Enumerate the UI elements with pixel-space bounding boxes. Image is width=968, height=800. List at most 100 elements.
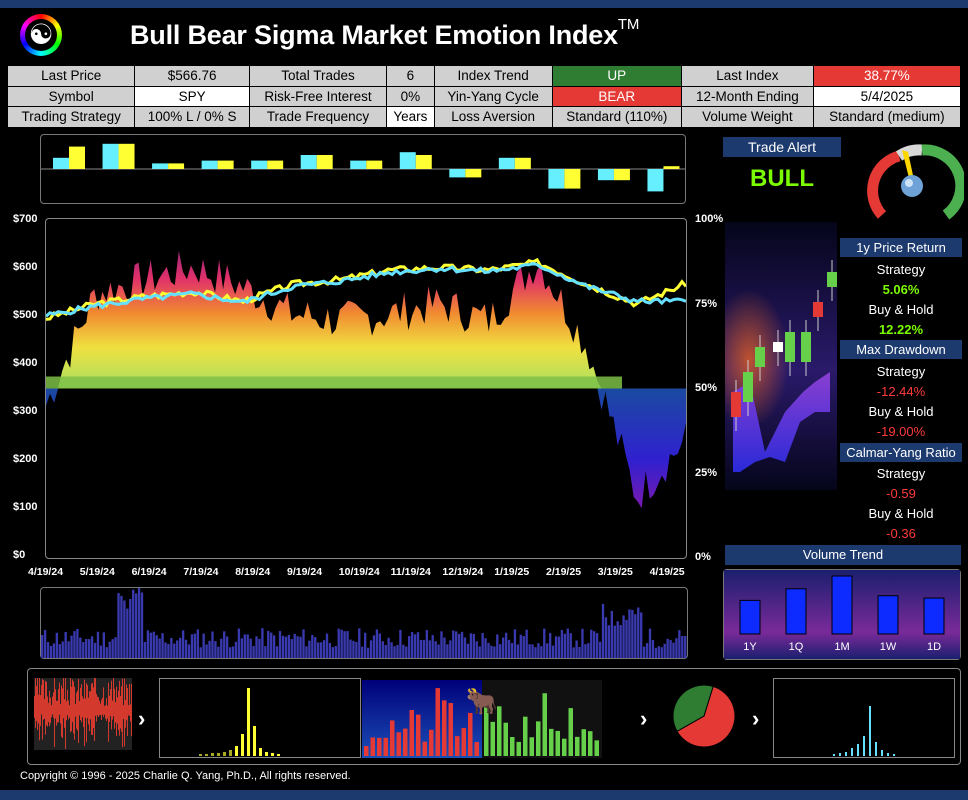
volume-bar: [246, 634, 249, 658]
distribution-frame-1: [159, 678, 361, 758]
volume-bar: [90, 636, 94, 658]
price-return-bh-value: 12.22%: [878, 322, 924, 337]
volume-bar: [393, 646, 396, 658]
volume-bar: [601, 603, 605, 658]
noise-bar: [47, 696, 48, 727]
noise-bar: [88, 697, 89, 725]
volume-bar: [672, 642, 675, 658]
dist1-bar: [217, 753, 220, 756]
volume-bar: [196, 629, 199, 658]
noise-bar: [72, 679, 73, 723]
value-last-index: 38.77%: [812, 65, 962, 87]
noise-bar: [36, 686, 37, 722]
volume-bar: [79, 637, 82, 658]
volume-bar: [575, 640, 578, 658]
noise-bar: [87, 685, 88, 719]
volume-bar: [457, 633, 461, 658]
symbol-input[interactable]: SPY: [134, 85, 250, 107]
dist2-bar: [839, 753, 841, 756]
noise-bar: [39, 678, 40, 741]
y-axis-tick-left: $600: [13, 261, 38, 273]
candle-body: [755, 347, 765, 367]
noise-bar: [68, 700, 69, 720]
noise-bar: [86, 683, 87, 743]
gauge-needle: [902, 150, 914, 182]
bear-bar: [383, 737, 388, 756]
noise-bar: [46, 681, 47, 726]
volume-bar: [657, 646, 660, 658]
volume-bar: [155, 635, 158, 658]
volume-bar: [642, 646, 646, 658]
x-axis-tick: 4/19/25: [649, 566, 685, 578]
volume-bar: [554, 636, 558, 658]
volume-bar: [355, 641, 358, 658]
volume-bar: [557, 636, 561, 658]
bull-bar: [490, 721, 495, 756]
noise-bar: [69, 705, 70, 718]
noise-bar: [44, 698, 45, 719]
volume-bar: [123, 600, 126, 658]
x-axis-tick: 3/19/25: [597, 566, 633, 578]
bear-bar: [429, 729, 434, 756]
neutral-band: [46, 376, 622, 389]
monthly-bar: [217, 160, 234, 169]
volume-bar: [308, 640, 311, 658]
volume-bar: [525, 629, 528, 658]
noise-bar: [115, 702, 116, 723]
dist1-bar: [199, 754, 202, 756]
volume-bar: [546, 643, 549, 658]
monthly-bar: [300, 155, 317, 169]
volume-bar: [258, 638, 261, 658]
volume-bar: [681, 635, 684, 658]
date-input[interactable]: 5/4/2025: [812, 85, 962, 107]
bull-bar: [516, 741, 521, 756]
gauge-bear-arc: [867, 150, 901, 219]
monthly-return-chart: [41, 143, 685, 192]
volume-bar: [531, 644, 534, 658]
volume-bar: [296, 636, 299, 658]
volume-bar: [73, 631, 76, 658]
volume-bar: [55, 632, 59, 658]
label-last-index: Last Index: [681, 65, 814, 87]
volume-bar: [364, 632, 367, 658]
volume-bar: [598, 641, 602, 658]
volume-bar: [261, 628, 264, 658]
volume-bar: [322, 640, 326, 658]
volume-bar: [499, 644, 502, 658]
volume-bar: [337, 628, 340, 658]
value-loss-aversion: Standard (110%): [551, 106, 683, 128]
volume-bar: [410, 632, 414, 658]
volume-bar: [455, 631, 458, 658]
dist1-bar: [259, 748, 262, 756]
candle-body: [801, 332, 811, 362]
volume-bar: [434, 641, 437, 658]
noise-bar: [80, 687, 81, 721]
volume-bar: [140, 592, 144, 658]
volume-bar: [640, 612, 643, 658]
noise-bar: [112, 700, 113, 720]
trade-frequency-select[interactable]: Years: [386, 106, 435, 128]
value-trading-strategy: 100% L / 0% S: [134, 106, 250, 128]
volume-bar: [390, 642, 393, 658]
bear-bar: [416, 714, 421, 756]
chevron-right-icon: ›: [138, 706, 146, 731]
candle-panel: [725, 222, 837, 490]
y-axis-tick-right: 25%: [695, 466, 718, 479]
noise-bar: [49, 690, 50, 727]
volume-bar: [637, 607, 640, 658]
volume-bar: [419, 640, 423, 658]
bull-bar: [523, 716, 528, 756]
noise-bar: [50, 697, 51, 724]
volume-bar: [331, 647, 335, 658]
noise-bar: [71, 686, 72, 732]
volume-bar: [181, 630, 185, 658]
volume-bar: [231, 646, 235, 658]
x-axis-tick: 11/19/24: [390, 566, 431, 578]
volume-bar: [223, 631, 226, 658]
volume-bar: [158, 638, 161, 658]
volume-bar: [425, 630, 428, 658]
label-volume-weight: Volume Weight: [681, 106, 814, 128]
noise-bar: [110, 689, 111, 716]
noise-bar: [51, 705, 52, 718]
volume-bar: [504, 632, 508, 658]
